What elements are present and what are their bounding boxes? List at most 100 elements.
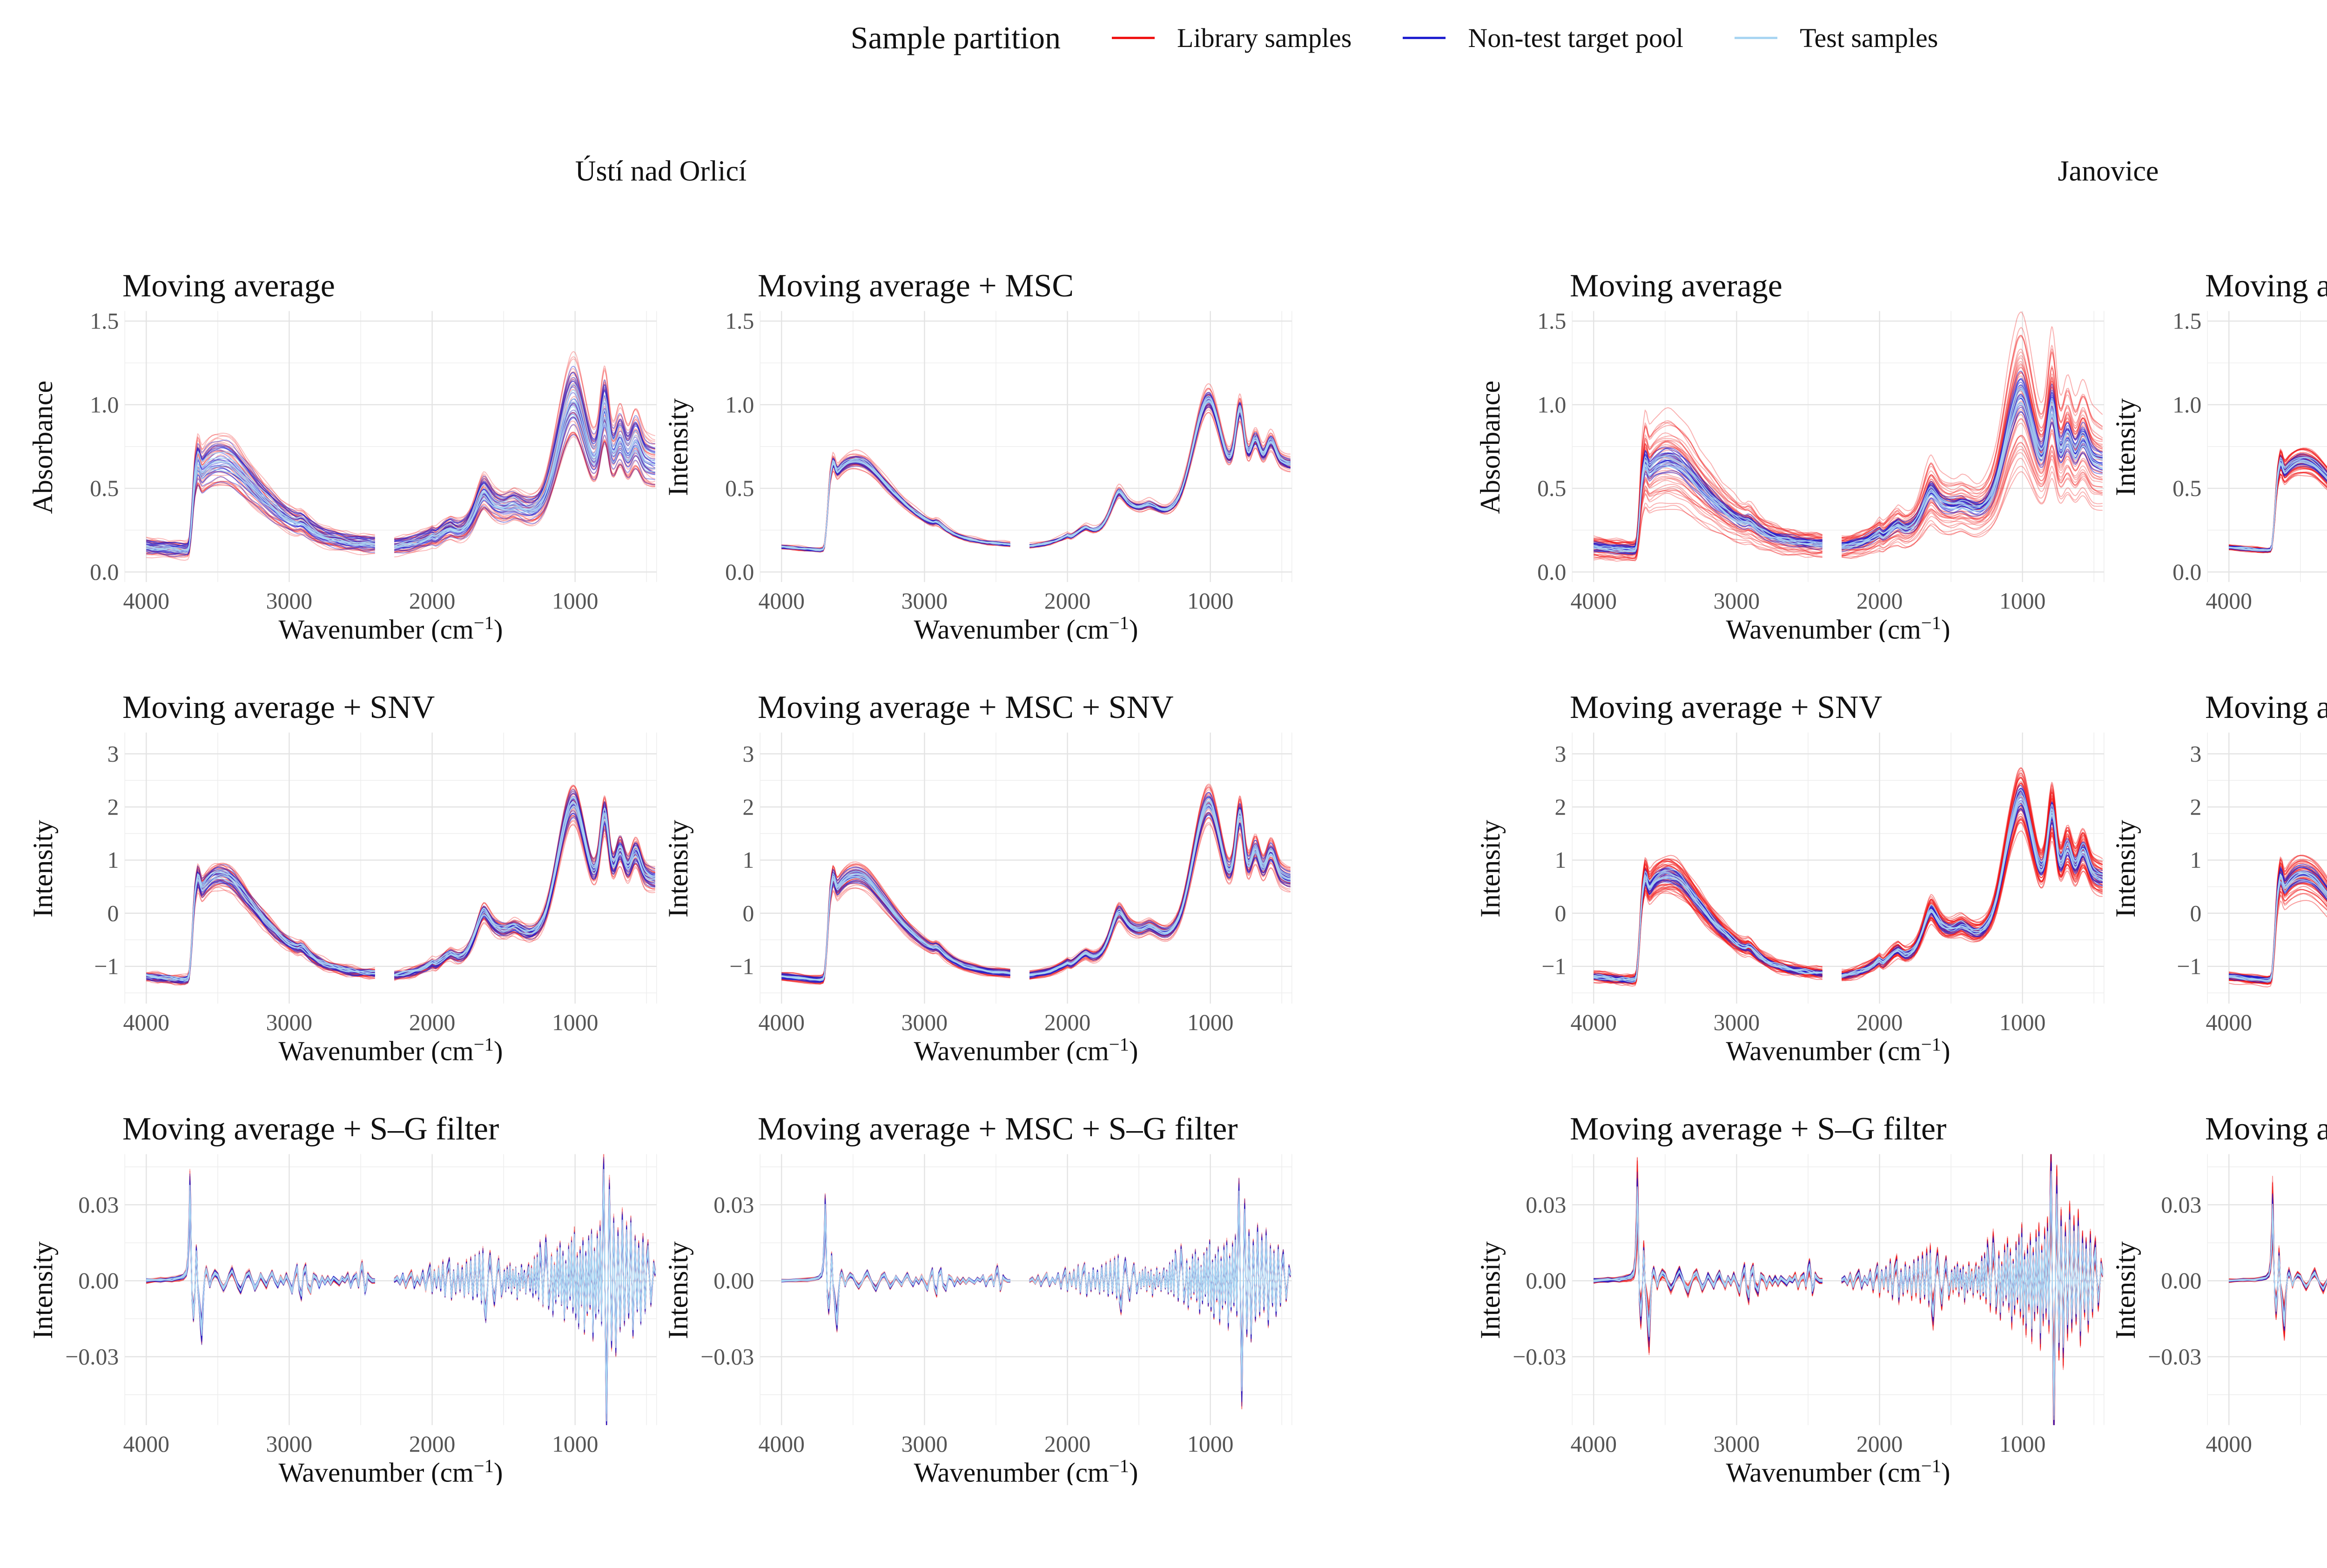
panel-title: Moving average + MSC + S–G filter [758, 1111, 1238, 1147]
x-tick-label: 3000 [1714, 1010, 1760, 1035]
y-tick-label: 2 [1554, 794, 1566, 820]
x-tick-label: 1000 [552, 588, 599, 614]
x-tick-label: 4000 [759, 1010, 805, 1035]
x-tick-label: 4000 [1571, 1010, 1617, 1035]
panel-usti-r1c0: Moving average + SNV Intensity −1 0 1 2 3 4000 3… [26, 686, 661, 1064]
x-tick-label: 4000 [1571, 1431, 1617, 1457]
series-test [146, 383, 656, 553]
x-tick-label: 1000 [1999, 1010, 2046, 1035]
y-tick-label: 3 [742, 741, 754, 767]
panel-janovice-r0c1: Moving average + MSC Intensity 0.0 0.5 1.0 1.… [2108, 265, 2327, 642]
spectra-curves [1593, 767, 2103, 987]
red-line-key-icon [1112, 37, 1155, 39]
spectra-curves [146, 351, 656, 561]
spectra-plot: −0.030.000.034000300020001000Wavenumber … [2148, 1154, 2327, 1457]
spectra-curves [2228, 855, 2327, 988]
x-tick-label: 4000 [1571, 588, 1617, 614]
y-tick-label: 1.0 [90, 392, 119, 417]
panel-title: Moving average + S–G filter [122, 1111, 499, 1147]
panel-title: Moving average + S–G filter [1570, 1111, 1947, 1147]
y-axis-label: Intensity [1475, 1241, 1506, 1339]
series-library [1593, 311, 2103, 562]
y-tick-label: 0.03 [1526, 1192, 1566, 1218]
x-tick-label: 2000 [409, 588, 456, 614]
grid-major [125, 732, 657, 1004]
legend: Sample partition Library samples Non-tes… [0, 0, 2327, 56]
legend-label-library: Library samples [1177, 23, 1352, 53]
legend-label-nontest: Non-test target pool [1468, 23, 1684, 53]
x-axis-label: Wavenumber (cm−1) [1726, 612, 1950, 642]
x-tick-label: 2000 [1856, 1010, 1903, 1035]
spectra-curves [781, 1177, 1291, 1410]
legend-item-library: Library samples [1112, 22, 1352, 54]
y-tick-label: 1.5 [2172, 308, 2201, 334]
y-tick-label: −1 [94, 954, 119, 979]
grid-minor [2207, 311, 2327, 582]
y-tick-label: 1 [1554, 847, 1566, 873]
y-tick-label: 3 [2190, 741, 2201, 767]
y-axis-label: Intensity [2110, 398, 2141, 496]
panel-janovice-r2c1: Moving average + MSC + S–G filter Intensi… [2108, 1108, 2327, 1485]
y-tick-label: 0 [107, 900, 119, 926]
grid-major [125, 311, 657, 582]
x-tick-label: 2000 [1044, 588, 1091, 614]
y-tick-label: 0.03 [713, 1192, 754, 1218]
y-tick-label: 3 [107, 741, 119, 767]
x-tick-label: 3000 [266, 1010, 312, 1035]
y-tick-label: 0.5 [90, 476, 119, 501]
panel-janovice-r1c1: Moving average + MSC + SNV Intensity −1 0 1 2… [2108, 686, 2327, 1064]
x-axis-label: Wavenumber (cm−1) [914, 1034, 1138, 1064]
legend-item-test: Test samples [1735, 22, 1938, 54]
y-tick-label: 1 [742, 847, 754, 873]
series-test [1594, 789, 2103, 983]
y-axis-label: Absorbance [1475, 380, 1506, 514]
y-tick-label: −0.03 [65, 1344, 119, 1369]
x-tick-label: 2000 [1044, 1010, 1091, 1035]
y-axis-label: Intensity [27, 1241, 58, 1339]
grid-minor [760, 732, 1292, 1004]
spectra-curves [781, 783, 1291, 985]
grid-minor [124, 311, 657, 582]
y-axis-label: Intensity [1475, 820, 1506, 918]
grid-minor [1572, 732, 2105, 1004]
y-tick-label: 0 [2190, 900, 2201, 926]
x-tick-label: 4000 [759, 588, 805, 614]
series-test [146, 1169, 656, 1421]
y-tick-label: −0.03 [700, 1344, 754, 1369]
x-tick-label: 1000 [1999, 1431, 2046, 1457]
x-tick-label: 4000 [759, 1431, 805, 1457]
grid-minor [124, 1154, 657, 1425]
panel-janovice-r0c0: Moving average Absorbance 0.0 0.5 1.0 1.5 4000… [1473, 265, 2108, 642]
y-tick-label: 0.0 [2172, 559, 2201, 585]
y-tick-label: 0.5 [725, 476, 754, 501]
panel-title: Moving average + MSC + SNV [758, 690, 1174, 725]
series-test [781, 395, 1291, 551]
series-test [781, 797, 1291, 981]
x-tick-label: 2000 [409, 1431, 456, 1457]
y-tick-label: 1.0 [725, 392, 754, 417]
panel-usti-r2c1: Moving average + MSC + S–G filter Intensi… [661, 1108, 1296, 1485]
series-test [146, 797, 656, 982]
grid-major [1572, 732, 2104, 1004]
grid-major [2207, 1154, 2327, 1425]
x-tick-label: 4000 [123, 588, 170, 614]
grid-major [1572, 311, 2104, 582]
spectra-curves [781, 383, 1291, 553]
x-axis-label: Wavenumber (cm−1) [914, 612, 1138, 642]
y-tick-label: 0.0 [90, 559, 119, 585]
spectra-curves [146, 1154, 656, 1425]
grid-minor [2207, 732, 2327, 1004]
panel-usti-r0c0: Moving average Absorbance 0.0 0.5 1.0 1.5 4000… [26, 265, 661, 642]
y-tick-label: 1.5 [1537, 308, 1566, 334]
y-tick-label: 0.00 [2161, 1268, 2201, 1293]
x-tick-label: 2000 [1856, 1431, 1903, 1457]
y-tick-label: 2 [742, 794, 754, 820]
x-tick-label: 1000 [552, 1010, 599, 1035]
y-axis-label: Intensity [663, 398, 693, 496]
